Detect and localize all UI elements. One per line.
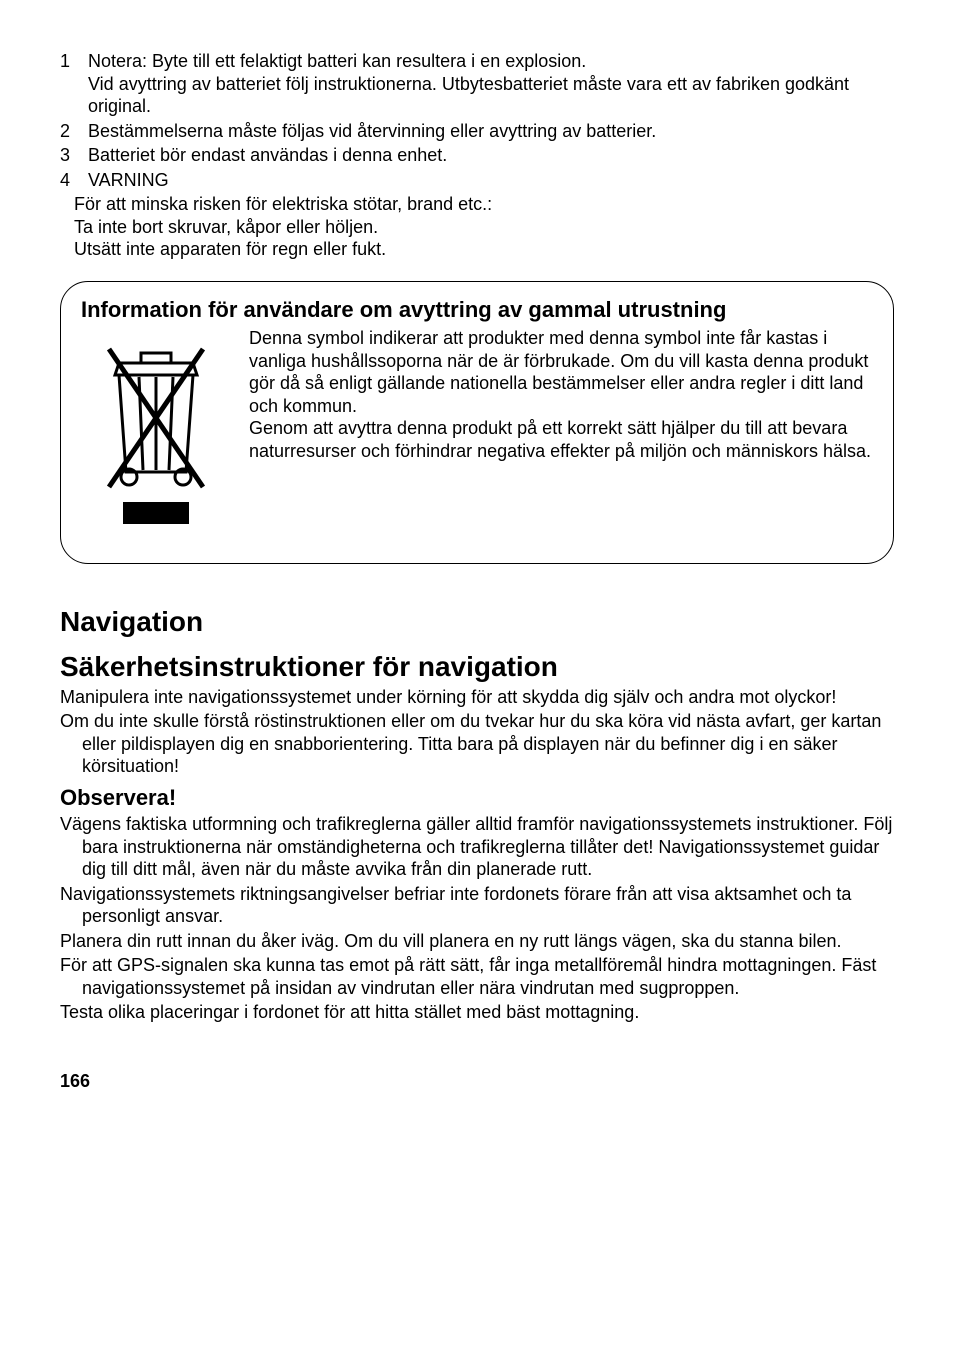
heading-navigation: Navigation: [60, 604, 894, 639]
weee-bin-icon: [81, 327, 231, 543]
after-line: För att minska risken för elektriska stö…: [74, 193, 894, 216]
body-text: Manipulera inte navigationssystemet unde…: [60, 686, 894, 709]
info-para: Genom att avyttra denna produkt på ett k…: [249, 418, 871, 461]
list-num: 1: [60, 50, 88, 118]
list-item: 1 Notera: Byte till ett felaktigt batter…: [60, 50, 894, 118]
list-text: Notera: Byte till ett felaktigt batteri …: [88, 50, 894, 118]
body-text: Testa olika placeringar i fordonet för a…: [60, 1001, 894, 1024]
after-list: För att minska risken för elektriska stö…: [74, 193, 894, 261]
page-number: 166: [60, 1070, 894, 1093]
after-line: Ta inte bort skruvar, kåpor eller höljen…: [74, 216, 894, 239]
body-text: Om du inte skulle förstå röstinstruktion…: [60, 710, 894, 778]
body-text: Vägens faktiska utformning och trafikreg…: [60, 813, 894, 881]
body-text: Planera din rutt innan du åker iväg. Om …: [60, 930, 894, 953]
list-num: 3: [60, 144, 88, 167]
list-item: 2 Bestämmelserna måste följas vid återvi…: [60, 120, 894, 143]
numbered-list: 1 Notera: Byte till ett felaktigt batter…: [60, 50, 894, 261]
list-num: 4: [60, 169, 88, 192]
after-line: Utsätt inte apparaten för regn eller fuk…: [74, 238, 894, 261]
list-text: VARNING: [88, 169, 894, 192]
info-text: Denna symbol indikerar att produkter med…: [249, 327, 873, 543]
info-box: Information för användare om avyttring a…: [60, 281, 894, 564]
list-num: 2: [60, 120, 88, 143]
info-title: Information för användare om avyttring a…: [81, 296, 873, 324]
heading-observe: Observera!: [60, 784, 894, 812]
body-text: För att GPS-signalen ska kunna tas emot …: [60, 954, 894, 999]
list-text: Batteriet bör endast användas i denna en…: [88, 144, 894, 167]
heading-safety: Säkerhetsinstruktioner för navigation: [60, 649, 894, 684]
list-item: 4 VARNING: [60, 169, 894, 192]
list-item: 3 Batteriet bör endast användas i denna …: [60, 144, 894, 167]
info-para: Denna symbol indikerar att produkter med…: [249, 328, 868, 416]
body-text: Navigationssystemets riktningsangivelser…: [60, 883, 894, 928]
list-text: Bestämmelserna måste följas vid återvinn…: [88, 120, 894, 143]
